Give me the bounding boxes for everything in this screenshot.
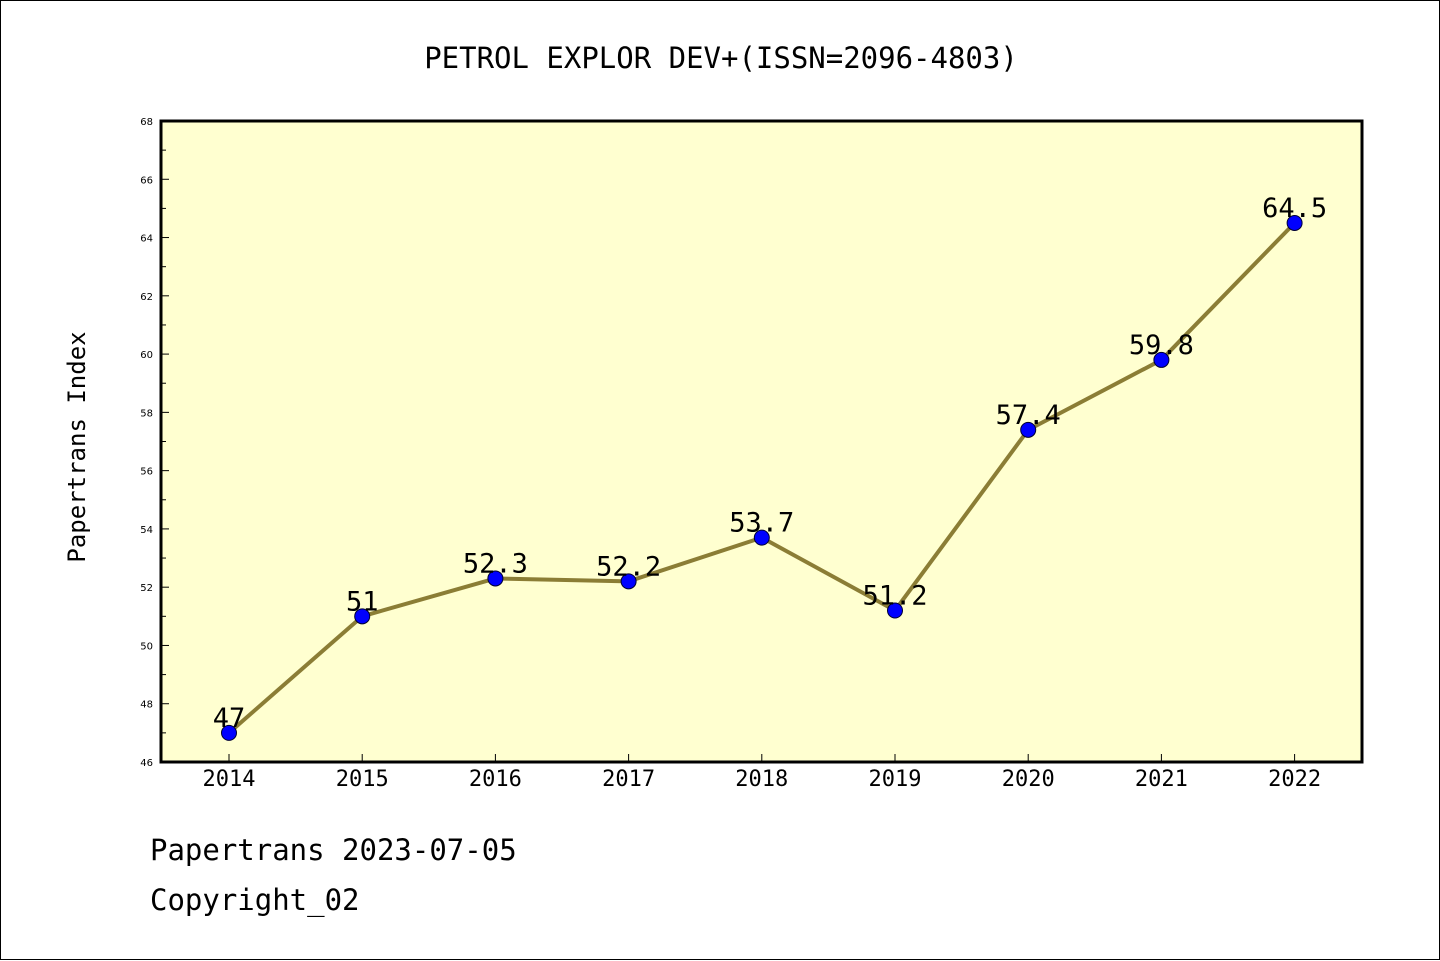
y-tick-label: 58 [140,408,153,419]
data-label: 47 [213,703,246,734]
x-tick-label: 2021 [1135,767,1188,792]
x-tick-label: 2019 [869,767,922,792]
data-label: 51 [346,586,379,617]
y-tick-label: 60 [140,350,153,361]
x-axis: 2014 2015 2016 2017 2018 2019 2020 2021 2022 [203,754,1321,792]
data-point [1286,214,1303,231]
data-label: 57.4 [996,400,1061,431]
data-point [487,570,504,587]
data-label: 52.2 [596,551,661,582]
data-label: 53.7 [729,508,794,539]
footer-copyright: Copyright_02 [150,883,360,917]
y-tick-label: 46 [140,758,153,769]
x-tick-label: 2015 [336,767,389,792]
x-tick-label: 2018 [735,767,788,792]
data-labels: 47 51 52.3 52.2 53.7 51.2 57.4 59.8 64.5 [213,193,1327,734]
x-tick-label: 2016 [469,767,522,792]
data-points [221,214,1303,741]
y-axis-label: Papertrans Index [63,331,91,562]
x-tick-label: 2017 [602,767,655,792]
y-tick-label: 62 [140,292,153,303]
data-point [221,724,237,741]
data-point [1020,421,1037,438]
data-label: 59.8 [1129,330,1194,361]
data-label: 51.2 [862,580,927,611]
data-label: 52.3 [463,548,528,579]
chart-title: PETROL EXPLOR DEV+(ISSN=2096-4803) [424,41,1018,75]
y-tick-label: 50 [140,641,153,652]
footer-date: Papertrans 2023-07-05 [150,833,517,867]
y-tick-label: 66 [140,175,153,186]
y-tick-label: 48 [140,700,153,711]
y-axis: 46 48 50 52 54 56 58 60 62 64 66 68 [140,117,169,769]
x-tick-label: 2020 [1002,767,1055,792]
y-tick-label: 64 [140,234,153,245]
y-tick-label: 56 [140,467,153,478]
x-tick-label: 2022 [1268,767,1321,792]
y-tick-label: 52 [140,583,153,594]
data-point [1153,351,1170,368]
data-point [620,573,637,590]
data-point [354,608,371,625]
x-tick-label: 2014 [203,767,256,792]
plot-area [159,119,1364,764]
data-label: 64.5 [1262,193,1327,224]
data-point [753,529,770,546]
y-tick-label: 54 [140,525,153,536]
data-point [887,602,903,619]
y-tick-label: 68 [140,117,153,128]
